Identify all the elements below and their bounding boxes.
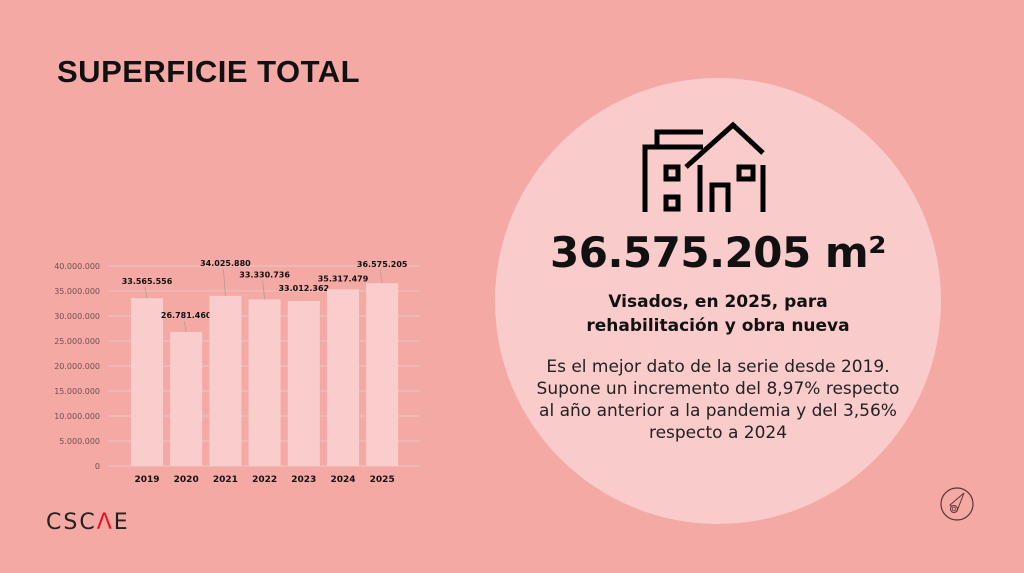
y-tick-label: 20.000.000 bbox=[54, 362, 100, 371]
y-tick-label: 5.000.000 bbox=[59, 437, 100, 446]
bar-2024 bbox=[327, 289, 359, 466]
leader-line bbox=[379, 270, 383, 284]
data-label: 36.575.205 bbox=[357, 260, 408, 269]
bar-2021 bbox=[209, 295, 242, 466]
bar-2022 bbox=[248, 299, 281, 466]
y-tick-label: 30.000.000 bbox=[54, 312, 100, 321]
data-label: 33.330.736 bbox=[239, 270, 290, 279]
page-title: SUPERFICIE TOTAL bbox=[57, 54, 361, 89]
gauge-icon bbox=[940, 487, 974, 521]
data-label: 33.012.362 bbox=[278, 284, 329, 293]
leader-line bbox=[183, 321, 187, 333]
x-tick-label: 2019 bbox=[134, 475, 159, 485]
data-label: 26.781.460 bbox=[161, 311, 212, 320]
bar-2023 bbox=[287, 300, 320, 466]
x-tick-label: 2022 bbox=[252, 475, 277, 485]
y-tick-label: 0 bbox=[95, 462, 100, 471]
house-building-icon bbox=[642, 121, 766, 212]
x-tick-label: 2025 bbox=[370, 475, 395, 485]
bar-2025 bbox=[366, 283, 399, 466]
highlight-description: Es el mejor dato de la serie desde 2019.… bbox=[536, 357, 900, 443]
x-tick-label: 2021 bbox=[213, 475, 238, 485]
data-label: 33.565.556 bbox=[122, 277, 173, 286]
leader-line bbox=[223, 268, 226, 296]
y-tick-label: 25.000.000 bbox=[54, 337, 100, 346]
highlight-value: 36.575.205 m² bbox=[550, 228, 886, 277]
y-tick-label: 40.000.000 bbox=[54, 262, 100, 271]
data-label: 35.317.479 bbox=[318, 274, 369, 283]
leader-line bbox=[262, 280, 265, 300]
leader-line bbox=[144, 287, 148, 299]
data-label: 34.025.880 bbox=[200, 259, 251, 268]
bar-2019 bbox=[131, 298, 163, 466]
y-tick-label: 10.000.000 bbox=[54, 412, 100, 421]
highlight-subtitle: Visados, en 2025, para rehabilitación y … bbox=[586, 292, 850, 336]
highlight-circle bbox=[495, 78, 941, 524]
bar-chart: 0 5.000.000 10.000.000 15.000.000 20.000.000… bbox=[54, 259, 420, 485]
x-tick-label: 2023 bbox=[291, 475, 316, 485]
x-tick-label: 2020 bbox=[174, 475, 199, 485]
x-tick-label: 2024 bbox=[330, 475, 355, 485]
y-tick-label: 15.000.000 bbox=[54, 387, 100, 396]
y-tick-label: 35.000.000 bbox=[54, 287, 100, 296]
bar-2020 bbox=[170, 332, 203, 466]
cscae-logo: CSCΛE bbox=[46, 510, 130, 535]
